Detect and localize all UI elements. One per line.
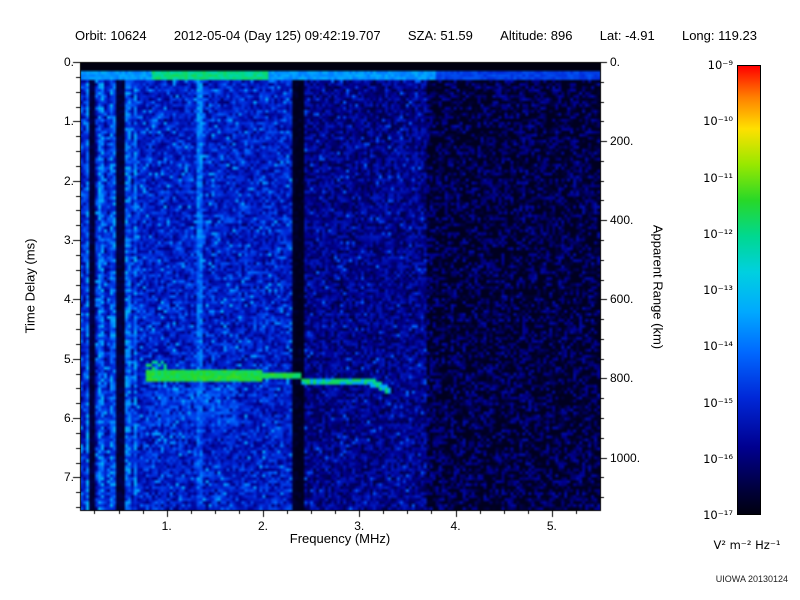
y-tick-label-right: 1000. bbox=[610, 450, 641, 465]
y-tick-label-left: 0. bbox=[63, 55, 74, 69]
colorbar-tick-label: 10⁻¹² bbox=[703, 226, 733, 241]
x-tick-label: 2. bbox=[257, 519, 268, 533]
colorbar bbox=[737, 65, 761, 515]
colorbar-tick-label: 10⁻¹³ bbox=[703, 283, 733, 297]
colorbar-tick-label: 10⁻¹⁴ bbox=[703, 339, 733, 354]
y-tick-label-left: 4. bbox=[63, 292, 74, 307]
colorbar-units: V² m⁻² Hz⁻¹ bbox=[713, 538, 781, 552]
y-tick-label-left: 5. bbox=[63, 351, 74, 366]
x-tick-label: 5. bbox=[546, 519, 557, 533]
y-tick-label-left: 7. bbox=[63, 470, 74, 485]
colorbar-tick-label: 10⁻¹⁵ bbox=[703, 395, 733, 410]
y-tick-label-left: 6. bbox=[63, 411, 74, 426]
y-tick-label-right: 400. bbox=[610, 213, 634, 228]
x-tick-label: 4. bbox=[450, 519, 461, 533]
colorbar-tick-label: 10⁻⁹ bbox=[707, 58, 733, 72]
x-tick-label: 3. bbox=[354, 519, 365, 533]
x-axis-title: Frequency (MHz) bbox=[289, 531, 391, 546]
colorbar-tick-label: 10⁻¹¹ bbox=[703, 170, 733, 185]
y-tick-label-right: 200. bbox=[610, 134, 634, 149]
x-tick-label: 1. bbox=[161, 519, 172, 533]
y-tick-label-left: 3. bbox=[63, 233, 74, 247]
y-tick-label-left: 1. bbox=[63, 114, 74, 129]
y-axis-title-left: Time Delay (ms) bbox=[22, 238, 38, 334]
y-tick-label-right: 600. bbox=[610, 292, 634, 307]
colorbar-tick-label: 10⁻¹⁷ bbox=[703, 508, 733, 522]
y-tick-label-right: 0. bbox=[610, 55, 621, 69]
credit-text: UIOWA 20130124 bbox=[715, 574, 788, 584]
y-tick-label-right: 800. bbox=[610, 371, 634, 386]
colorbar-tick-label: 10⁻¹⁰ bbox=[703, 114, 733, 129]
y-tick-label-left: 2. bbox=[63, 173, 74, 188]
y-axis-title-right: Apparent Range (km) bbox=[650, 224, 666, 350]
colorbar-tick-label: 10⁻¹⁶ bbox=[703, 451, 733, 466]
